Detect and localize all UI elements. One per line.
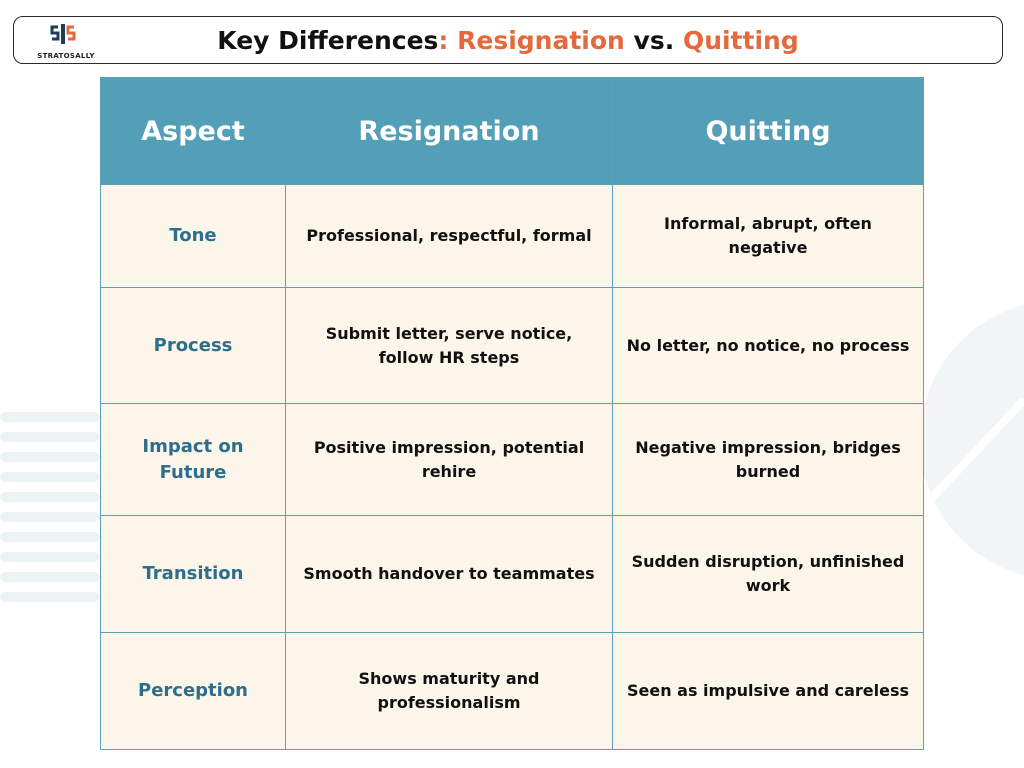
column-header-quitting: Quitting: [612, 77, 924, 185]
aspect-cell: Transition: [100, 515, 286, 633]
quitting-cell: No letter, no notice, no process: [612, 287, 924, 404]
table-header-row: Aspect Resignation Quitting: [100, 77, 924, 185]
comparison-table: Aspect Resignation Quitting Tone Profess…: [100, 77, 924, 750]
table-row: Tone Professional, respectful, formal In…: [100, 184, 924, 288]
resignation-cell: Shows maturity and professionalism: [285, 632, 613, 750]
aspect-cell: Perception: [100, 632, 286, 750]
quitting-cell: Informal, abrupt, often negative: [612, 184, 924, 288]
aspect-cell: Tone: [100, 184, 286, 288]
quitting-cell: Seen as impulsive and careless: [612, 632, 924, 750]
resignation-cell: Positive impression, potential rehire: [285, 403, 613, 516]
resignation-cell: Professional, respectful, formal: [285, 184, 613, 288]
aspect-cell: Process: [100, 287, 286, 404]
column-header-aspect: Aspect: [100, 77, 286, 185]
resignation-cell: Smooth handover to teammates: [285, 515, 613, 633]
title-term-resignation: Resignation: [457, 25, 625, 55]
resignation-cell: Submit letter, serve notice, follow HR s…: [285, 287, 613, 404]
title-colon: :: [438, 25, 458, 55]
title-vs: vs.: [624, 25, 683, 55]
logo-icon: [50, 24, 76, 44]
table-row: Transition Smooth handover to teammates …: [100, 515, 924, 633]
stratosally-logo: STRATOSALLY: [36, 21, 96, 61]
column-header-resignation: Resignation: [285, 77, 613, 185]
page-title: Key Differences: Resignation vs. Quittin…: [14, 17, 1002, 63]
table-row: Impact on Future Positive impression, po…: [100, 403, 924, 516]
table-row: Process Submit letter, serve notice, fol…: [100, 287, 924, 404]
quitting-cell: Sudden disruption, unfinished work: [612, 515, 924, 633]
title-bar: STRATOSALLY Key Differences: Resignation…: [13, 16, 1003, 64]
quitting-cell: Negative impression, bridges burned: [612, 403, 924, 516]
title-term-quitting: Quitting: [682, 25, 799, 55]
logo-text: STRATOSALLY: [37, 52, 95, 60]
aspect-cell: Impact on Future: [100, 403, 286, 516]
title-prefix: Key Differences: [217, 25, 439, 55]
table-row: Perception Shows maturity and profession…: [100, 632, 924, 750]
